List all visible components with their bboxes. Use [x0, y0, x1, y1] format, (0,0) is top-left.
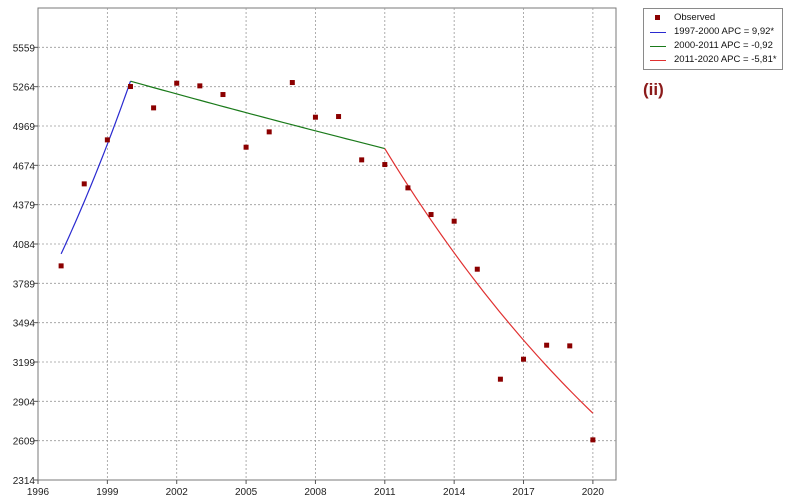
- observed-point: [266, 129, 272, 135]
- x-tick-label: 2005: [235, 487, 258, 498]
- legend-item-segment-2: 2000-2011 APC = -0,92: [644, 40, 784, 54]
- x-axis-ticks: 1996 1999 2002 2005 2008 2011 2014 2017 2020: [27, 480, 605, 498]
- x-tick-label: 2011: [374, 487, 396, 498]
- legend-label-segment-1: 1997-2000 APC = 9,92*: [674, 26, 775, 37]
- y-axis-ticks: 2314 2609 2904 3199 3494 3789 4084 4379 4674 4969…: [13, 43, 38, 487]
- x-tick-label: 2017: [512, 487, 535, 498]
- x-tick-label: 2002: [166, 487, 189, 498]
- observed-point: [405, 185, 411, 191]
- observed-point: [567, 343, 573, 349]
- observed-point: [451, 218, 457, 224]
- observed-point: [174, 80, 180, 86]
- observed-point: [428, 212, 434, 218]
- y-tick-label: 3494: [13, 319, 36, 330]
- observed-point: [81, 181, 87, 187]
- y-tick-label: 3199: [13, 358, 36, 369]
- y-tick-label: 4084: [13, 240, 36, 251]
- y-tick-label: 2904: [13, 397, 36, 408]
- observed-point: [289, 80, 295, 86]
- observed-point: [336, 114, 342, 120]
- legend-label-observed: Observed: [674, 12, 716, 23]
- observed-point: [382, 162, 388, 168]
- legend-label-segment-2: 2000-2011 APC = -0,92: [674, 40, 773, 51]
- observed-point: [58, 263, 64, 269]
- segment-1-line-icon: [650, 32, 666, 33]
- y-tick-label: 2609: [13, 437, 36, 448]
- legend-item-segment-1: 1997-2000 APC = 9,92*: [644, 26, 784, 40]
- segment-line-2: [130, 80, 385, 150]
- observed-points: [58, 80, 596, 443]
- legend-label-segment-3: 2011-2020 APC = -5,81*: [674, 54, 777, 65]
- y-tick-label: 5559: [13, 43, 36, 54]
- x-tick-label: 1996: [27, 487, 50, 498]
- y-tick-label: 4674: [13, 161, 36, 172]
- x-tick-label: 2014: [443, 487, 466, 498]
- y-tick-label: 4969: [13, 122, 36, 133]
- panel-label: (ii): [643, 80, 664, 99]
- x-tick-label: 1999: [96, 487, 119, 498]
- observed-point: [521, 356, 527, 362]
- y-tick-label: 3789: [13, 279, 36, 290]
- segment-line-1: [60, 81, 132, 255]
- segment-3-line-icon: [650, 60, 666, 61]
- y-tick-label: 5264: [13, 83, 36, 94]
- x-tick-label: 2008: [304, 487, 327, 498]
- observed-point: [197, 83, 203, 89]
- observed-point: [474, 266, 480, 272]
- observed-point: [590, 437, 596, 443]
- observed-point: [312, 114, 318, 120]
- y-tick-label: 2314: [13, 476, 36, 487]
- segment-line-3: [384, 148, 594, 414]
- y-tick-label: 4379: [13, 201, 36, 212]
- observed-point: [104, 137, 110, 143]
- segment-2-line-icon: [650, 46, 666, 47]
- observed-point: [243, 144, 249, 150]
- grid: [38, 8, 616, 480]
- legend-item-observed: Observed: [644, 12, 784, 26]
- observed-point: [220, 92, 226, 98]
- x-tick-label: 2020: [582, 487, 605, 498]
- observed-point: [151, 105, 157, 111]
- observed-point: [497, 376, 503, 382]
- joinpoint-lines: [60, 80, 594, 414]
- legend-item-segment-3: 2011-2020 APC = -5,81*: [644, 54, 784, 68]
- observed-point: [544, 342, 550, 348]
- legend: Observed 1997-2000 APC = 9,92* 2000-2011…: [643, 8, 783, 70]
- observed-marker-icon: [655, 15, 660, 20]
- observed-point: [359, 157, 365, 163]
- observed-point: [127, 84, 133, 90]
